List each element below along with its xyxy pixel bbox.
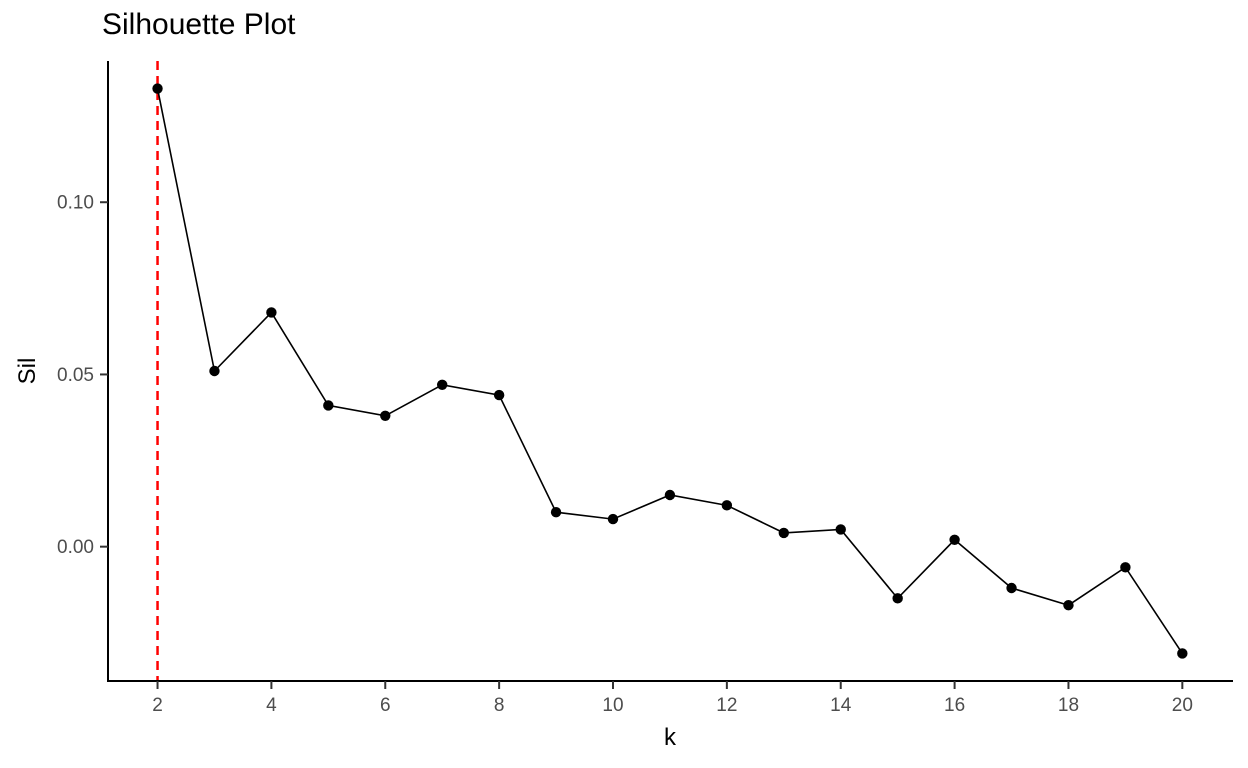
x-tick-label: 16 [944,695,965,716]
x-tick-label: 6 [380,695,391,716]
data-point [550,507,562,518]
y-axis-title: Sil [14,357,41,385]
data-point [1006,582,1017,594]
data-point [152,83,163,94]
data-point [436,379,448,390]
silhouette-line [156,88,1183,654]
y-tick-label: 0.05 [57,365,94,386]
data-point [835,524,846,535]
x-tick-label: 4 [266,695,277,716]
chart-title: Silhouette Plot [102,8,296,41]
x-tick-label: 12 [716,695,737,716]
x-tick-label: 2 [152,695,163,716]
data-point [323,400,334,411]
data-point [607,513,619,525]
data-point [209,365,220,377]
data-point [1120,562,1131,573]
data-point [721,500,733,511]
x-tick-label: 18 [1058,695,1079,716]
data-point [664,489,676,501]
x-axis-title: k [664,724,676,751]
data-point [1063,600,1074,611]
data-point [380,410,391,421]
x-tick-label: 8 [494,695,505,716]
data-point [266,307,277,318]
data-point [778,527,789,539]
data-point [892,593,903,604]
x-tick-label: 10 [602,695,623,716]
y-tick-label: 0.10 [57,193,94,214]
y-tick-label: 0.00 [57,537,94,558]
x-tick-label: 14 [830,695,852,716]
data-point [949,534,960,545]
x-tick-label: 20 [1172,695,1193,716]
data-point [493,389,505,401]
data-point [1177,648,1188,659]
